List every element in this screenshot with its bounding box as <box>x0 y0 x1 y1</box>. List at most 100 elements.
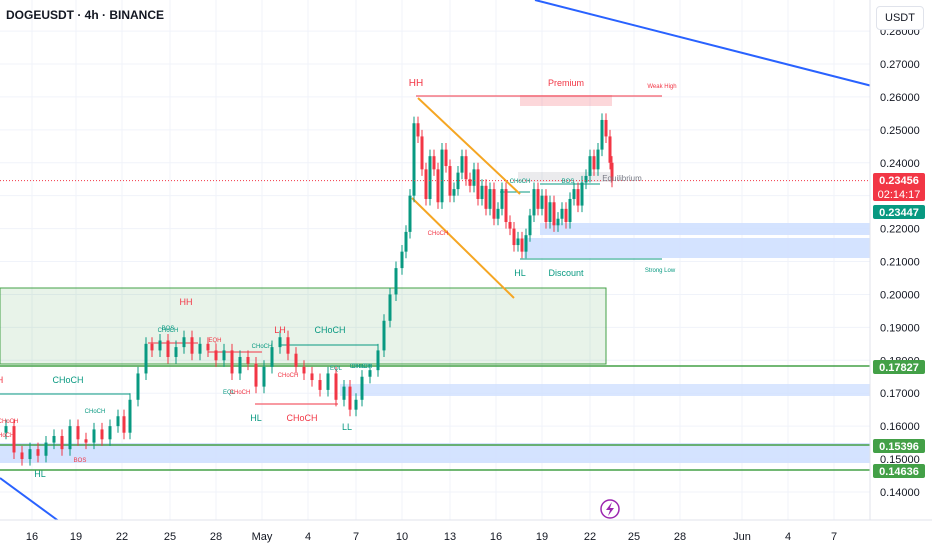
candle-body <box>492 189 496 219</box>
demand-zone <box>0 287 607 365</box>
price-tag-label: 0.23447 <box>879 207 919 219</box>
candle-body <box>190 337 194 354</box>
candle-body <box>480 185 484 199</box>
price-tag-label: 0.14636 <box>879 466 919 478</box>
time-axis-tick: 16 <box>26 531 38 543</box>
time-axis-tick: 28 <box>210 531 222 543</box>
time-axis-tick: 28 <box>674 531 686 543</box>
annotation-label: CHoCH <box>52 375 83 385</box>
candle-body <box>278 337 282 348</box>
candle-body <box>604 119 608 137</box>
order-block-zone <box>0 443 870 463</box>
candle-body <box>174 347 178 357</box>
annotation-label: CHoCH <box>510 179 531 185</box>
candle-body <box>600 119 604 150</box>
order-block-zone <box>340 384 870 396</box>
candle-body <box>354 399 358 410</box>
candle-body <box>68 426 72 450</box>
candle-body <box>436 169 440 203</box>
price-tag <box>873 464 925 478</box>
annotation-label: LL <box>342 422 352 432</box>
candle-body <box>28 449 32 460</box>
time-axis-tick: 25 <box>164 531 176 543</box>
candle-body <box>592 156 596 170</box>
candle-body <box>496 208 500 219</box>
time-axis-tick: 4 <box>305 531 311 543</box>
time-axis-tick: 7 <box>831 531 837 543</box>
symbol-title: DOGEUSDT · 4h · BINANCE <box>6 8 165 22</box>
annotation-label: HH <box>180 297 193 307</box>
candle-body <box>368 370 372 377</box>
annotation-label: HL <box>250 413 262 423</box>
time-axis-tick: 25 <box>628 531 640 543</box>
time-axis-bg <box>0 520 932 550</box>
candle-body <box>444 149 448 167</box>
candle-body <box>342 386 346 400</box>
candle-body <box>100 429 104 440</box>
price-tag <box>873 439 925 453</box>
candle-body <box>20 452 24 460</box>
candle-body <box>552 202 556 226</box>
annotation-label: Strong Low <box>645 268 676 274</box>
candle-body <box>270 347 274 367</box>
time-axis-tick: 10 <box>396 531 408 543</box>
price-axis-bg <box>870 0 932 520</box>
time-axis-tick: 13 <box>444 531 456 543</box>
candle-body <box>456 172 460 190</box>
annotation-label: CHoCH <box>0 419 18 425</box>
candle-body <box>528 215 532 236</box>
price-axis-tick: 0.26000 <box>880 92 920 104</box>
candle-body <box>394 268 398 295</box>
candle-body <box>36 449 40 456</box>
candle-body <box>286 337 290 354</box>
price-axis-tick: 0.27000 <box>880 59 920 71</box>
candle-body <box>580 182 584 206</box>
candle-body <box>584 175 588 183</box>
price-axis-tick: 0.22000 <box>880 224 920 236</box>
candle-body <box>238 356 242 374</box>
premium-zone <box>520 95 612 106</box>
candle-body <box>166 340 170 357</box>
annotation-label: EQH <box>208 338 221 344</box>
annotation-label: EQL <box>223 390 236 396</box>
price-tag-label: 0.15396 <box>879 441 919 453</box>
candle-body <box>440 149 444 203</box>
annotation-label: CHoCH <box>252 344 273 350</box>
candle-body <box>254 363 258 387</box>
equilibrium-zone <box>518 172 610 182</box>
annotation-label: BOS <box>74 458 87 464</box>
time-axis-tick: 7 <box>353 531 359 543</box>
candle-body <box>136 373 140 400</box>
currency-button[interactable]: USDT <box>876 6 924 30</box>
trend-line <box>0 477 61 523</box>
candle-body <box>608 136 612 163</box>
candle-body <box>412 123 416 196</box>
time-axis-tick: 22 <box>584 531 596 543</box>
annotation-label: CHoCH <box>350 364 371 370</box>
annotation-label: Discount <box>548 268 584 278</box>
price-tag <box>873 173 925 201</box>
candle-body <box>52 435 56 443</box>
annotation-label: HL <box>34 469 46 479</box>
candle-body <box>472 169 476 186</box>
candle-body <box>12 426 16 453</box>
order-block-zone <box>524 238 870 258</box>
annotation-label: CHoCH <box>352 364 373 370</box>
annotation-label: Weak High <box>647 84 676 90</box>
candle-body <box>310 373 314 381</box>
candle-body <box>60 435 64 450</box>
annotation-label: BOS <box>162 326 175 332</box>
candle-body <box>302 366 306 374</box>
time-axis-tick: 22 <box>116 531 128 543</box>
candle-body <box>262 366 266 387</box>
candle-body <box>348 386 352 410</box>
price-axis-tick: 0.20000 <box>880 289 920 301</box>
order-block-zone <box>540 223 870 235</box>
annotation-label: HL <box>514 268 526 278</box>
candle-body <box>464 156 468 180</box>
candle-body <box>416 123 420 137</box>
price-axis-tick: 0.25000 <box>880 125 920 137</box>
price-axis-tick: 0.14000 <box>880 487 920 499</box>
candle-body <box>524 235 528 252</box>
